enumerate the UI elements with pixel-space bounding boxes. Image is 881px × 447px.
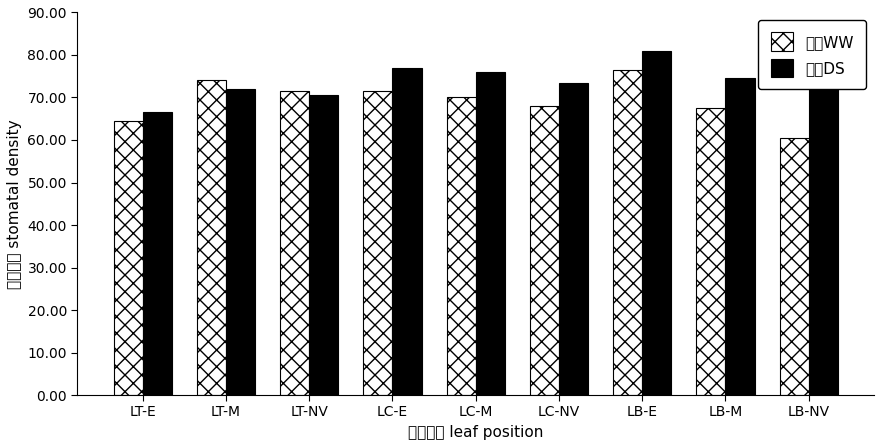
Bar bbox=[393, 67, 422, 395]
Bar bbox=[642, 51, 671, 395]
Bar bbox=[309, 95, 338, 395]
Bar bbox=[780, 138, 809, 395]
Bar bbox=[143, 112, 172, 395]
Bar bbox=[529, 106, 559, 395]
Bar bbox=[476, 72, 505, 395]
Legend: 水地WW, 旱地DS: 水地WW, 旱地DS bbox=[759, 20, 866, 89]
X-axis label: 叶片部位 leaf position: 叶片部位 leaf position bbox=[408, 425, 544, 440]
Bar bbox=[809, 83, 838, 395]
Bar bbox=[280, 91, 309, 395]
Bar bbox=[114, 121, 143, 395]
Bar bbox=[559, 83, 589, 395]
Bar bbox=[613, 70, 642, 395]
Bar bbox=[196, 80, 226, 395]
Bar bbox=[226, 89, 255, 395]
Bar bbox=[447, 97, 476, 395]
Bar bbox=[725, 78, 755, 395]
Bar bbox=[363, 91, 393, 395]
Y-axis label: 气孔密度 stomatal density: 气孔密度 stomatal density bbox=[7, 119, 22, 289]
Bar bbox=[696, 108, 725, 395]
